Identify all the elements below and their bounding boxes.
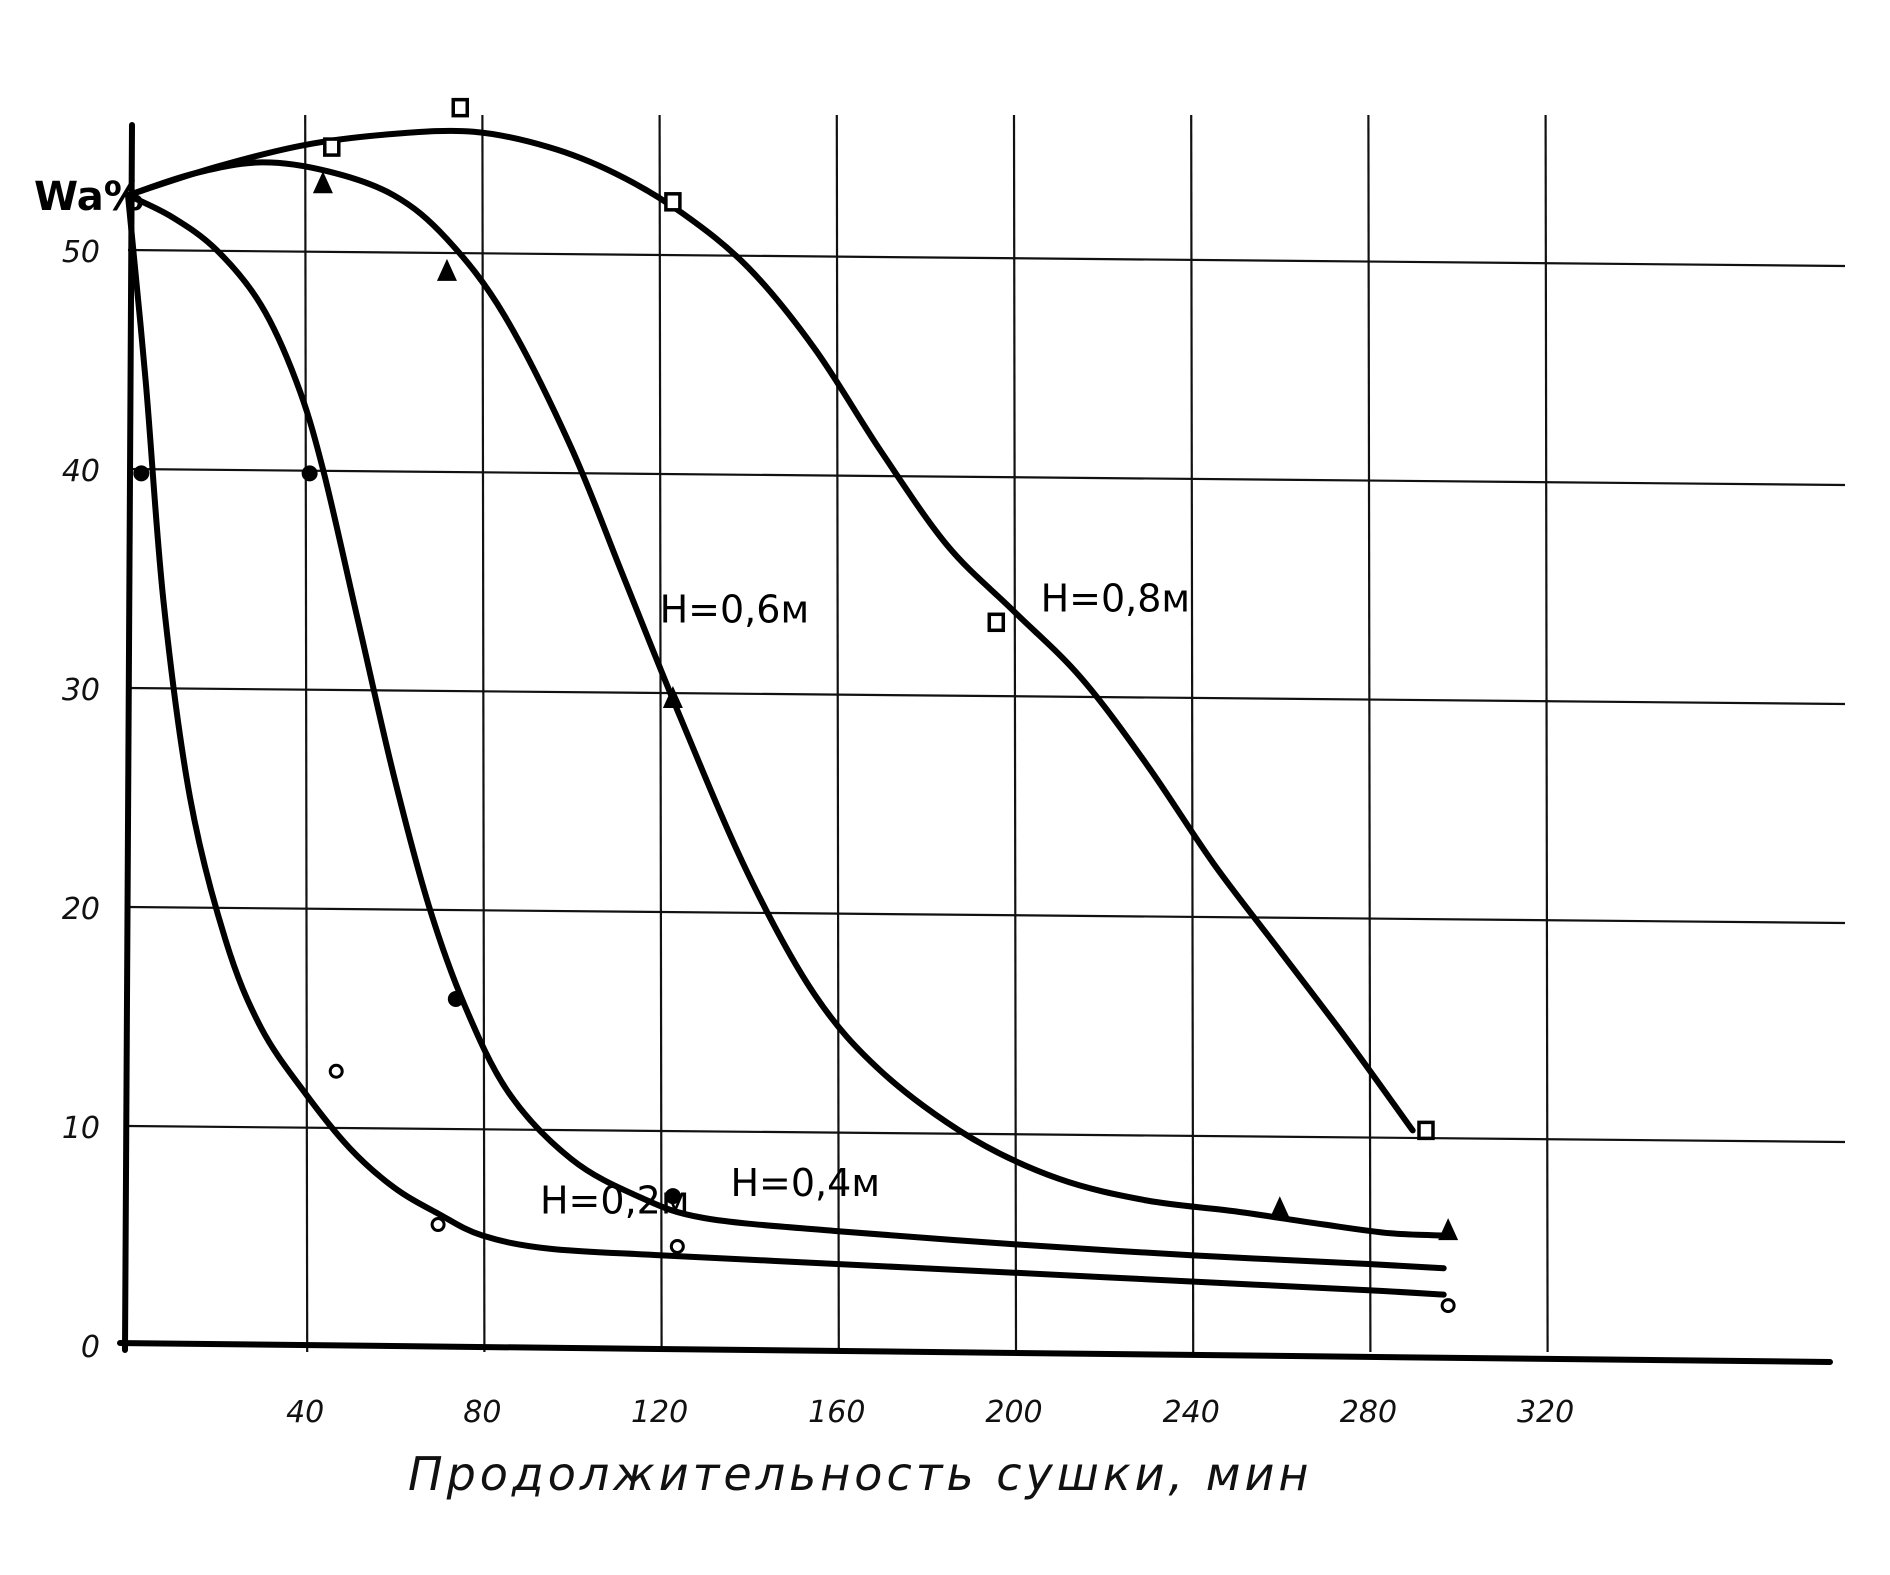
grid-line-x	[1367, 114, 1372, 1353]
data-point	[436, 258, 457, 281]
y-tick-label: 30	[62, 673, 100, 708]
y-tick-label: 50	[62, 235, 100, 270]
axes	[117, 122, 1833, 1365]
grid-line-y	[127, 686, 1846, 706]
series-label: H=0,4м	[730, 1161, 880, 1205]
grid	[127, 114, 1846, 1353]
y-tick-label: 10	[62, 1111, 100, 1146]
data-point	[451, 97, 469, 118]
grid-line-x	[658, 114, 663, 1353]
tick-labels: 40 80 120 160 200 240 280 320 0 10 20 30 40 50	[62, 235, 1574, 1430]
grid-line-x	[835, 114, 840, 1353]
series-labels: H=0,2м H=0,4м H=0,6м H=0,8м	[540, 576, 1190, 1222]
x-tick-label: 40	[286, 1395, 324, 1430]
series-line-2	[125, 159, 1447, 1239]
series-line-0	[125, 192, 1447, 1298]
x-tick-label: 80	[463, 1395, 501, 1430]
grid-line-x	[1012, 114, 1018, 1353]
grid-line-x	[1190, 114, 1195, 1353]
grid-line-y	[127, 467, 1846, 487]
data-point	[301, 465, 318, 482]
y-tick-label: 0	[81, 1330, 100, 1365]
x-tick-label: 120	[631, 1395, 688, 1430]
data-point	[312, 171, 333, 194]
data-point	[669, 1238, 685, 1254]
series-line-3	[125, 127, 1416, 1134]
series-markers	[133, 97, 1459, 1314]
grid-line-y	[127, 248, 1846, 268]
x-tick-label: 240	[1163, 1395, 1220, 1430]
series-label: H=0,8м	[1041, 576, 1191, 620]
x-tick-label: 280	[1340, 1395, 1397, 1430]
y-tick-label: 20	[62, 892, 100, 927]
grid-line-x	[1544, 114, 1549, 1353]
data-point	[1438, 1218, 1459, 1241]
grid-line-x	[304, 114, 309, 1353]
x-tick-label: 320	[1517, 1395, 1574, 1430]
series-label: H=0,2м	[540, 1179, 690, 1223]
data-point	[323, 137, 341, 157]
series-line-1	[125, 192, 1447, 1272]
grid-line-y	[127, 1124, 1846, 1144]
x-tick-label: 160	[808, 1395, 865, 1430]
x-axis-label: Продолжительность сушки, мин	[408, 1447, 1312, 1501]
data-point	[664, 1188, 681, 1205]
y-axis-label: Wa%	[34, 174, 144, 220]
data-point	[447, 990, 464, 1007]
data-point	[1269, 1196, 1290, 1219]
data-point	[1440, 1298, 1456, 1314]
series-curves	[125, 127, 1447, 1298]
grid-line-y	[127, 905, 1846, 925]
data-point	[664, 192, 682, 212]
y-tick-label: 40	[62, 454, 100, 489]
data-point	[1417, 1120, 1435, 1141]
grid-line-x	[481, 114, 486, 1353]
data-point	[662, 685, 683, 708]
data-point	[133, 465, 150, 482]
x-axis	[117, 1340, 1833, 1365]
data-point	[328, 1063, 344, 1079]
data-point	[430, 1217, 446, 1233]
y-axis	[122, 122, 135, 1353]
data-point	[987, 612, 1006, 633]
x-tick-label: 200	[985, 1395, 1042, 1430]
series-label: H=0,6м	[660, 587, 810, 631]
